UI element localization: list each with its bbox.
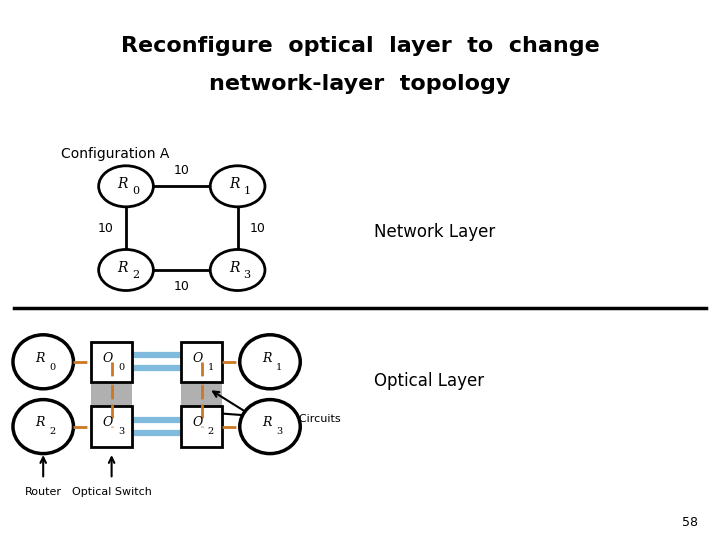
Text: O: O [193, 352, 203, 365]
FancyBboxPatch shape [181, 341, 222, 382]
Text: 10: 10 [250, 221, 266, 235]
Text: 0: 0 [50, 363, 55, 372]
Text: 58: 58 [683, 516, 698, 529]
Text: 3: 3 [118, 428, 124, 436]
Text: Optical Switch: Optical Switch [72, 487, 151, 497]
Text: R: R [261, 352, 271, 365]
Text: R: R [117, 261, 127, 275]
Text: R: R [261, 416, 271, 429]
Ellipse shape [240, 400, 300, 454]
Text: Optical Layer: Optical Layer [374, 372, 485, 390]
Text: 1: 1 [243, 186, 251, 196]
Bar [181, 342, 222, 447]
Ellipse shape [13, 335, 73, 389]
Text: 10: 10 [174, 280, 190, 293]
Bar [91, 342, 132, 447]
Ellipse shape [99, 249, 153, 291]
Text: O: O [193, 416, 203, 429]
Text: Router: Router [24, 487, 62, 497]
Text: Network Layer: Network Layer [374, 223, 495, 241]
Text: 2: 2 [50, 428, 55, 436]
FancyBboxPatch shape [181, 406, 222, 447]
Text: 10: 10 [98, 221, 114, 235]
Text: 2: 2 [208, 428, 214, 436]
Text: 0: 0 [132, 186, 139, 196]
Text: network-layer  topology: network-layer topology [210, 73, 510, 94]
Ellipse shape [210, 249, 265, 291]
Text: Reconfigure  optical  layer  to  change: Reconfigure optical layer to change [121, 36, 599, 56]
Text: R: R [35, 352, 45, 365]
Text: 3: 3 [243, 270, 251, 280]
Text: 0: 0 [118, 363, 124, 372]
Text: 10: 10 [174, 164, 190, 177]
Text: 1: 1 [276, 363, 282, 372]
Text: O: O [103, 416, 113, 429]
Text: R: R [35, 416, 45, 429]
Text: R: R [229, 261, 239, 275]
Text: 3: 3 [276, 428, 282, 436]
Ellipse shape [99, 166, 153, 207]
Text: Configuration A: Configuration A [61, 147, 170, 161]
Ellipse shape [210, 166, 265, 207]
Text: Optical Circuits: Optical Circuits [256, 414, 341, 423]
FancyBboxPatch shape [91, 341, 132, 382]
Text: 2: 2 [132, 270, 139, 280]
Text: R: R [117, 177, 127, 191]
FancyBboxPatch shape [91, 406, 132, 447]
Ellipse shape [13, 400, 73, 454]
Text: R: R [229, 177, 239, 191]
Text: 1: 1 [208, 363, 214, 372]
Ellipse shape [240, 335, 300, 389]
Text: O: O [103, 352, 113, 365]
